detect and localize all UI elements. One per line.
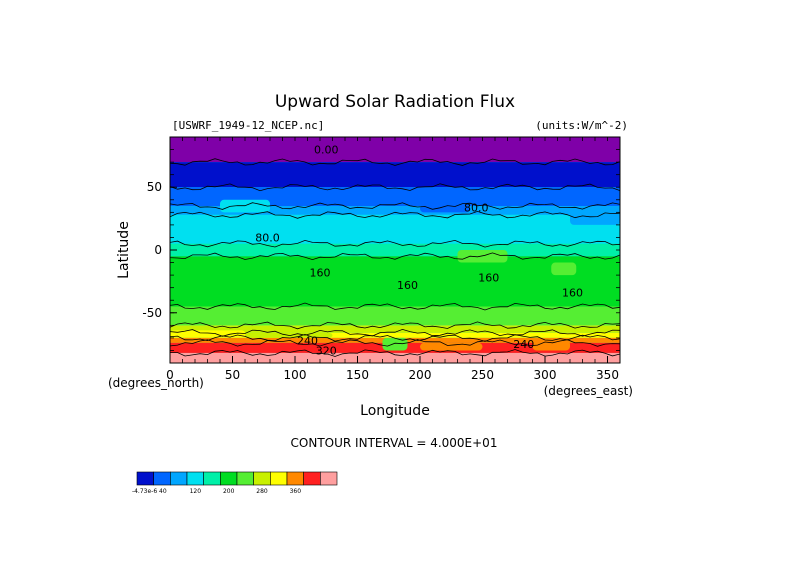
colorbar-swatch bbox=[136, 471, 154, 486]
x-tick-label: 50 bbox=[225, 368, 240, 382]
x-tick-label: 100 bbox=[284, 368, 307, 382]
field-patch bbox=[532, 340, 570, 351]
colorbar-label: -4.73e-6 40 bbox=[132, 488, 167, 495]
y-tick-label: 0 bbox=[154, 243, 162, 257]
colorbar-label: 120 bbox=[190, 488, 202, 495]
colorbar-swatch bbox=[170, 471, 188, 486]
field-patch bbox=[382, 337, 408, 351]
x-tick-label: 250 bbox=[471, 368, 494, 382]
contour-label: 160 bbox=[310, 267, 331, 280]
colorbar-label: 360 bbox=[290, 488, 302, 495]
contour-line bbox=[169, 349, 621, 357]
colorbar-swatch bbox=[203, 471, 221, 486]
field-band bbox=[170, 306, 620, 326]
y-axis-title: Latitude bbox=[116, 221, 132, 279]
field-band bbox=[170, 137, 620, 163]
field-band bbox=[170, 352, 620, 363]
contour-line bbox=[169, 328, 621, 337]
colorbar-swatch bbox=[270, 471, 288, 486]
colorbar-label: 280 bbox=[256, 488, 268, 495]
contour-line bbox=[169, 321, 621, 330]
colorbar-swatch bbox=[303, 471, 321, 486]
colorbar-swatch bbox=[286, 471, 304, 486]
contour-label: 0.00 bbox=[314, 144, 339, 157]
contour-label: 160 bbox=[478, 272, 499, 285]
y-tick-label: -50 bbox=[142, 306, 162, 320]
x-tick-label: 350 bbox=[596, 368, 619, 382]
contour-line bbox=[169, 239, 621, 248]
y-tick-label: 50 bbox=[147, 180, 162, 194]
x-tick-label: 150 bbox=[346, 368, 369, 382]
contour-line bbox=[169, 183, 621, 192]
colorbar-label: 200 bbox=[223, 488, 235, 495]
colorbar-swatch bbox=[153, 471, 171, 486]
contour-interval-label: CONTOUR INTERVAL = 4.000E+01 bbox=[291, 436, 498, 450]
field-patch bbox=[551, 262, 577, 276]
field-band bbox=[170, 256, 620, 307]
contour-line bbox=[169, 210, 621, 219]
field-band bbox=[170, 206, 620, 215]
plot-area bbox=[169, 136, 621, 364]
colorbar-swatch bbox=[253, 471, 271, 486]
field-band bbox=[170, 332, 620, 338]
field-band bbox=[170, 214, 620, 244]
contour-line bbox=[169, 202, 621, 210]
contour-line bbox=[169, 252, 621, 261]
contour-label: 160 bbox=[562, 287, 583, 300]
contour-line bbox=[169, 339, 621, 347]
y-axis: 50 0 -50 bbox=[142, 180, 177, 320]
colorbar: -4.73e-6 40 120 200 280 360 bbox=[132, 471, 338, 495]
units-label: (units:W/m^-2) bbox=[535, 119, 628, 132]
contour-label: 80.0 bbox=[464, 201, 489, 214]
file-label: [USWRF_1949-12_NCEP.nc] bbox=[172, 119, 324, 132]
colorbar-swatch bbox=[236, 471, 254, 486]
field-band bbox=[170, 325, 620, 333]
contour-label: 80.0 bbox=[255, 231, 280, 244]
y-unit-label: (degrees_north) bbox=[108, 376, 204, 390]
contour-label: 160 bbox=[397, 279, 418, 292]
x-tick-label: 200 bbox=[409, 368, 432, 382]
x-tick-label: 0 bbox=[166, 368, 174, 382]
field-patch bbox=[457, 250, 508, 263]
contour-line bbox=[169, 158, 621, 166]
colorbar-swatch bbox=[320, 471, 338, 486]
field-band bbox=[170, 162, 620, 188]
colorbar-swatch bbox=[220, 471, 238, 486]
contour-label: 240 bbox=[297, 334, 318, 347]
chart-title: Upward Solar Radiation Flux bbox=[275, 92, 515, 112]
x-tick-label: 300 bbox=[534, 368, 557, 382]
field-patch bbox=[570, 212, 620, 225]
x-axis-title: Longitude bbox=[360, 403, 430, 419]
x-axis: 0 50 100 150 200 250 300 350 bbox=[166, 356, 619, 382]
contour-line bbox=[169, 333, 621, 342]
contour-label: 320 bbox=[316, 344, 337, 357]
contour-label: 240 bbox=[513, 338, 534, 351]
colorbar-swatch bbox=[186, 471, 204, 486]
field-band bbox=[170, 187, 620, 207]
contour-line bbox=[169, 302, 621, 311]
field-patch bbox=[420, 204, 470, 213]
x-unit-label: (degrees_east) bbox=[544, 384, 633, 398]
